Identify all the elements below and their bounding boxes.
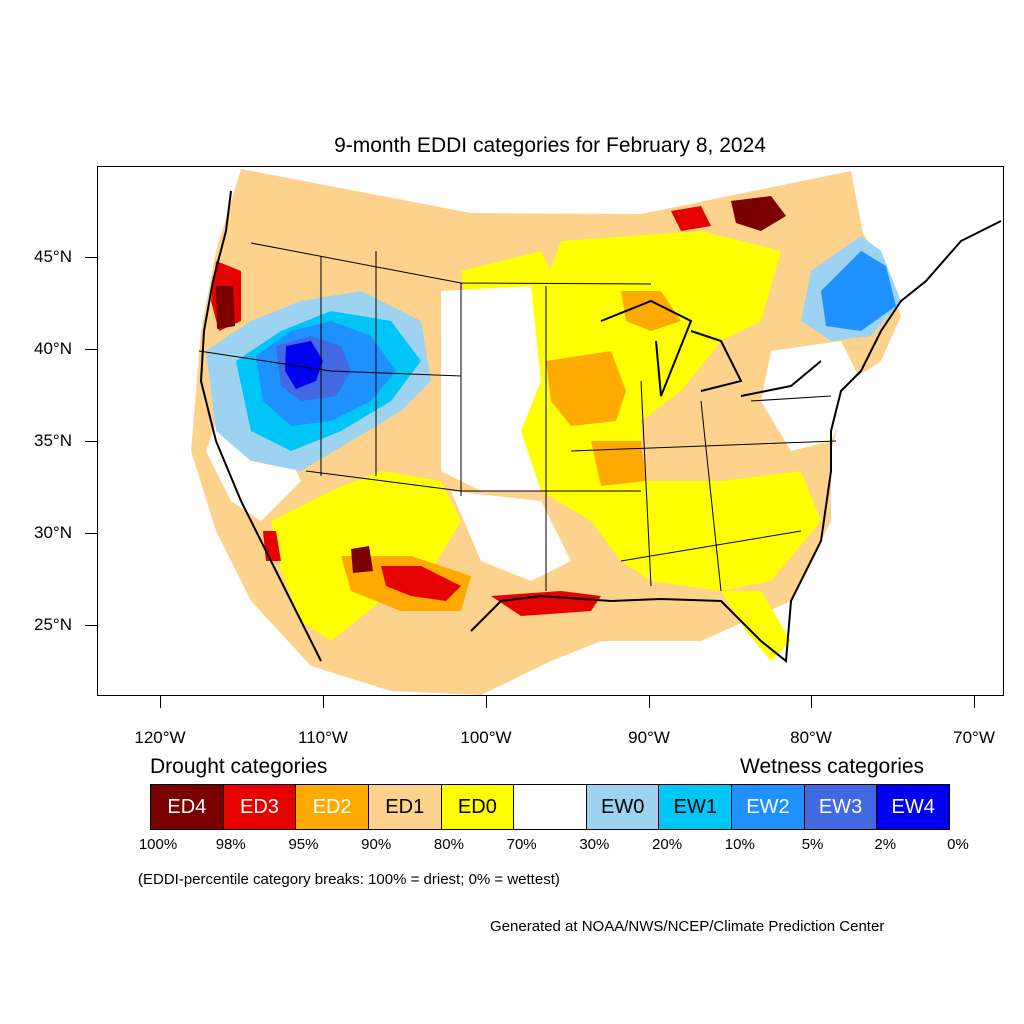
great-lakes: [600, 299, 822, 397]
lat-tick: [85, 349, 97, 350]
ed2-region-lakes: [621, 291, 681, 331]
percentile-label: 95%: [288, 836, 319, 853]
lon-tick: [486, 696, 487, 708]
ed3-region-texas: [381, 566, 461, 601]
ed2-region-midwest: [546, 351, 626, 426]
lon-tick: [974, 696, 975, 708]
legend-swatch: ED4: [151, 785, 224, 829]
percentile-label: 10%: [724, 836, 755, 853]
lat-label: 25°N: [34, 615, 72, 634]
percentile-label: 5%: [801, 836, 824, 853]
lon-label: 70°W: [953, 728, 995, 747]
legend-swatch: EW1: [659, 785, 733, 829]
lat-tick: [85, 257, 97, 258]
ed0-region-florida: [721, 591, 791, 661]
legend-swatch: EW2: [732, 785, 805, 829]
lon-label: 120°W: [134, 728, 186, 747]
ed4-region-newmexico: [351, 546, 373, 573]
lon-label: 90°W: [628, 728, 670, 747]
state-borders: [198, 242, 837, 592]
legend-swatch: EW0: [586, 785, 660, 829]
legend-swatch: EW3: [804, 785, 878, 829]
neutral-region-texas: [451, 491, 571, 581]
lon-label: 110°W: [298, 728, 348, 747]
coastline: [199, 190, 1002, 663]
lon-tick: [323, 696, 324, 708]
lat-label: 45°N: [34, 247, 72, 266]
map-title: 9-month EDDI categories for February 8, …: [334, 134, 766, 157]
lat-label: 30°N: [34, 523, 72, 542]
percentile-label: 30%: [579, 836, 610, 853]
lon-tick: [649, 696, 650, 708]
ed3-region-canada: [671, 206, 711, 231]
legend-swatch: [514, 785, 587, 829]
ed4-region-oregon: [216, 286, 235, 329]
percentile-label: 2%: [874, 836, 897, 853]
ew4-region-great-basin: [285, 341, 323, 389]
map-canvas: [191, 169, 1002, 695]
lon-label: 80°W: [790, 728, 832, 747]
percentile-label: 80%: [433, 836, 464, 853]
ed3-region-gulf: [491, 591, 601, 616]
ed2-region-missouri: [591, 441, 646, 486]
lon-label: 100°W: [460, 728, 512, 747]
eddi-map: [97, 166, 1004, 696]
lon-tick: [160, 696, 161, 708]
category-legend: ED4 ED3 ED2 ED1 ED0 EW0 EW1 EW2 EW3 EW4: [150, 784, 950, 830]
lat-tick: [85, 441, 97, 442]
wetness-heading: Wetness categories: [740, 755, 925, 778]
percentile-label: 100%: [138, 836, 178, 853]
legend-swatch: ED3: [223, 785, 297, 829]
percentile-label: 90%: [361, 836, 392, 853]
legend-swatch: ED2: [296, 785, 369, 829]
drought-heading: Drought categories: [150, 755, 328, 778]
lat-label: 40°N: [34, 339, 72, 358]
lat-tick: [85, 625, 97, 626]
credit-line: Generated at NOAA/NWS/NCEP/Climate Predi…: [490, 918, 885, 935]
percentile-label: 98%: [215, 836, 246, 853]
percentile-label: 20%: [652, 836, 683, 853]
neutral-region-plains: [441, 286, 541, 491]
lat-tick: [85, 533, 97, 534]
legend-swatch: ED0: [441, 785, 515, 829]
legend-swatch: ED1: [368, 785, 442, 829]
lat-label: 35°N: [34, 431, 72, 450]
legend-swatch: EW4: [877, 785, 950, 829]
lon-tick: [811, 696, 812, 708]
ed0-region-east: [521, 231, 821, 591]
neutral-region-northeast: [761, 341, 861, 451]
ed4-region-canada: [731, 196, 786, 231]
legend-note: (EDDI-percentile category breaks: 100% =…: [138, 871, 560, 888]
percentile-label: 70%: [506, 836, 537, 853]
percentile-label: 0%: [947, 836, 969, 853]
ew2-region-northeast: [821, 251, 896, 331]
